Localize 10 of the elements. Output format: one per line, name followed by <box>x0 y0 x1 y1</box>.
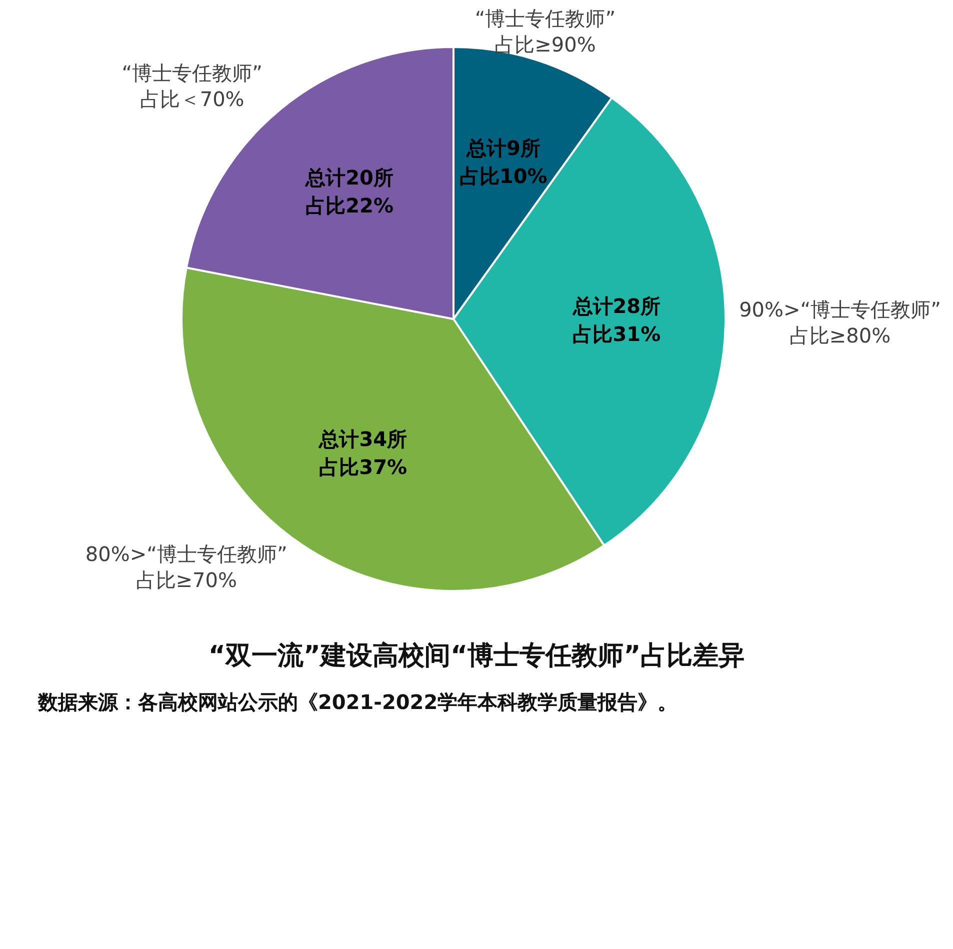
source-note: 数据来源：各高校网站公示的《2021-2022学年本科教学质量报告》。 <box>38 689 679 716</box>
data-label: 总计9所占比10% <box>459 136 548 188</box>
slice-label: “博士专任教师” 占比≥90% <box>474 6 616 57</box>
data-label: 总计20所占比22% <box>304 165 394 218</box>
slice-label: 80%>“博士专任教师” 占比≥70% <box>85 542 288 592</box>
slice-label: 90%>“博士专任教师” 占比≥80% <box>739 297 941 348</box>
data-label: 总计28所占比31% <box>572 294 661 346</box>
text: “双一流”建设高校间“博士专任教师”占比差异 <box>207 640 746 673</box>
data-label: 总计34所占比37% <box>318 427 408 480</box>
slice-label: “博士专任教师” 占比＜70% <box>122 60 262 111</box>
